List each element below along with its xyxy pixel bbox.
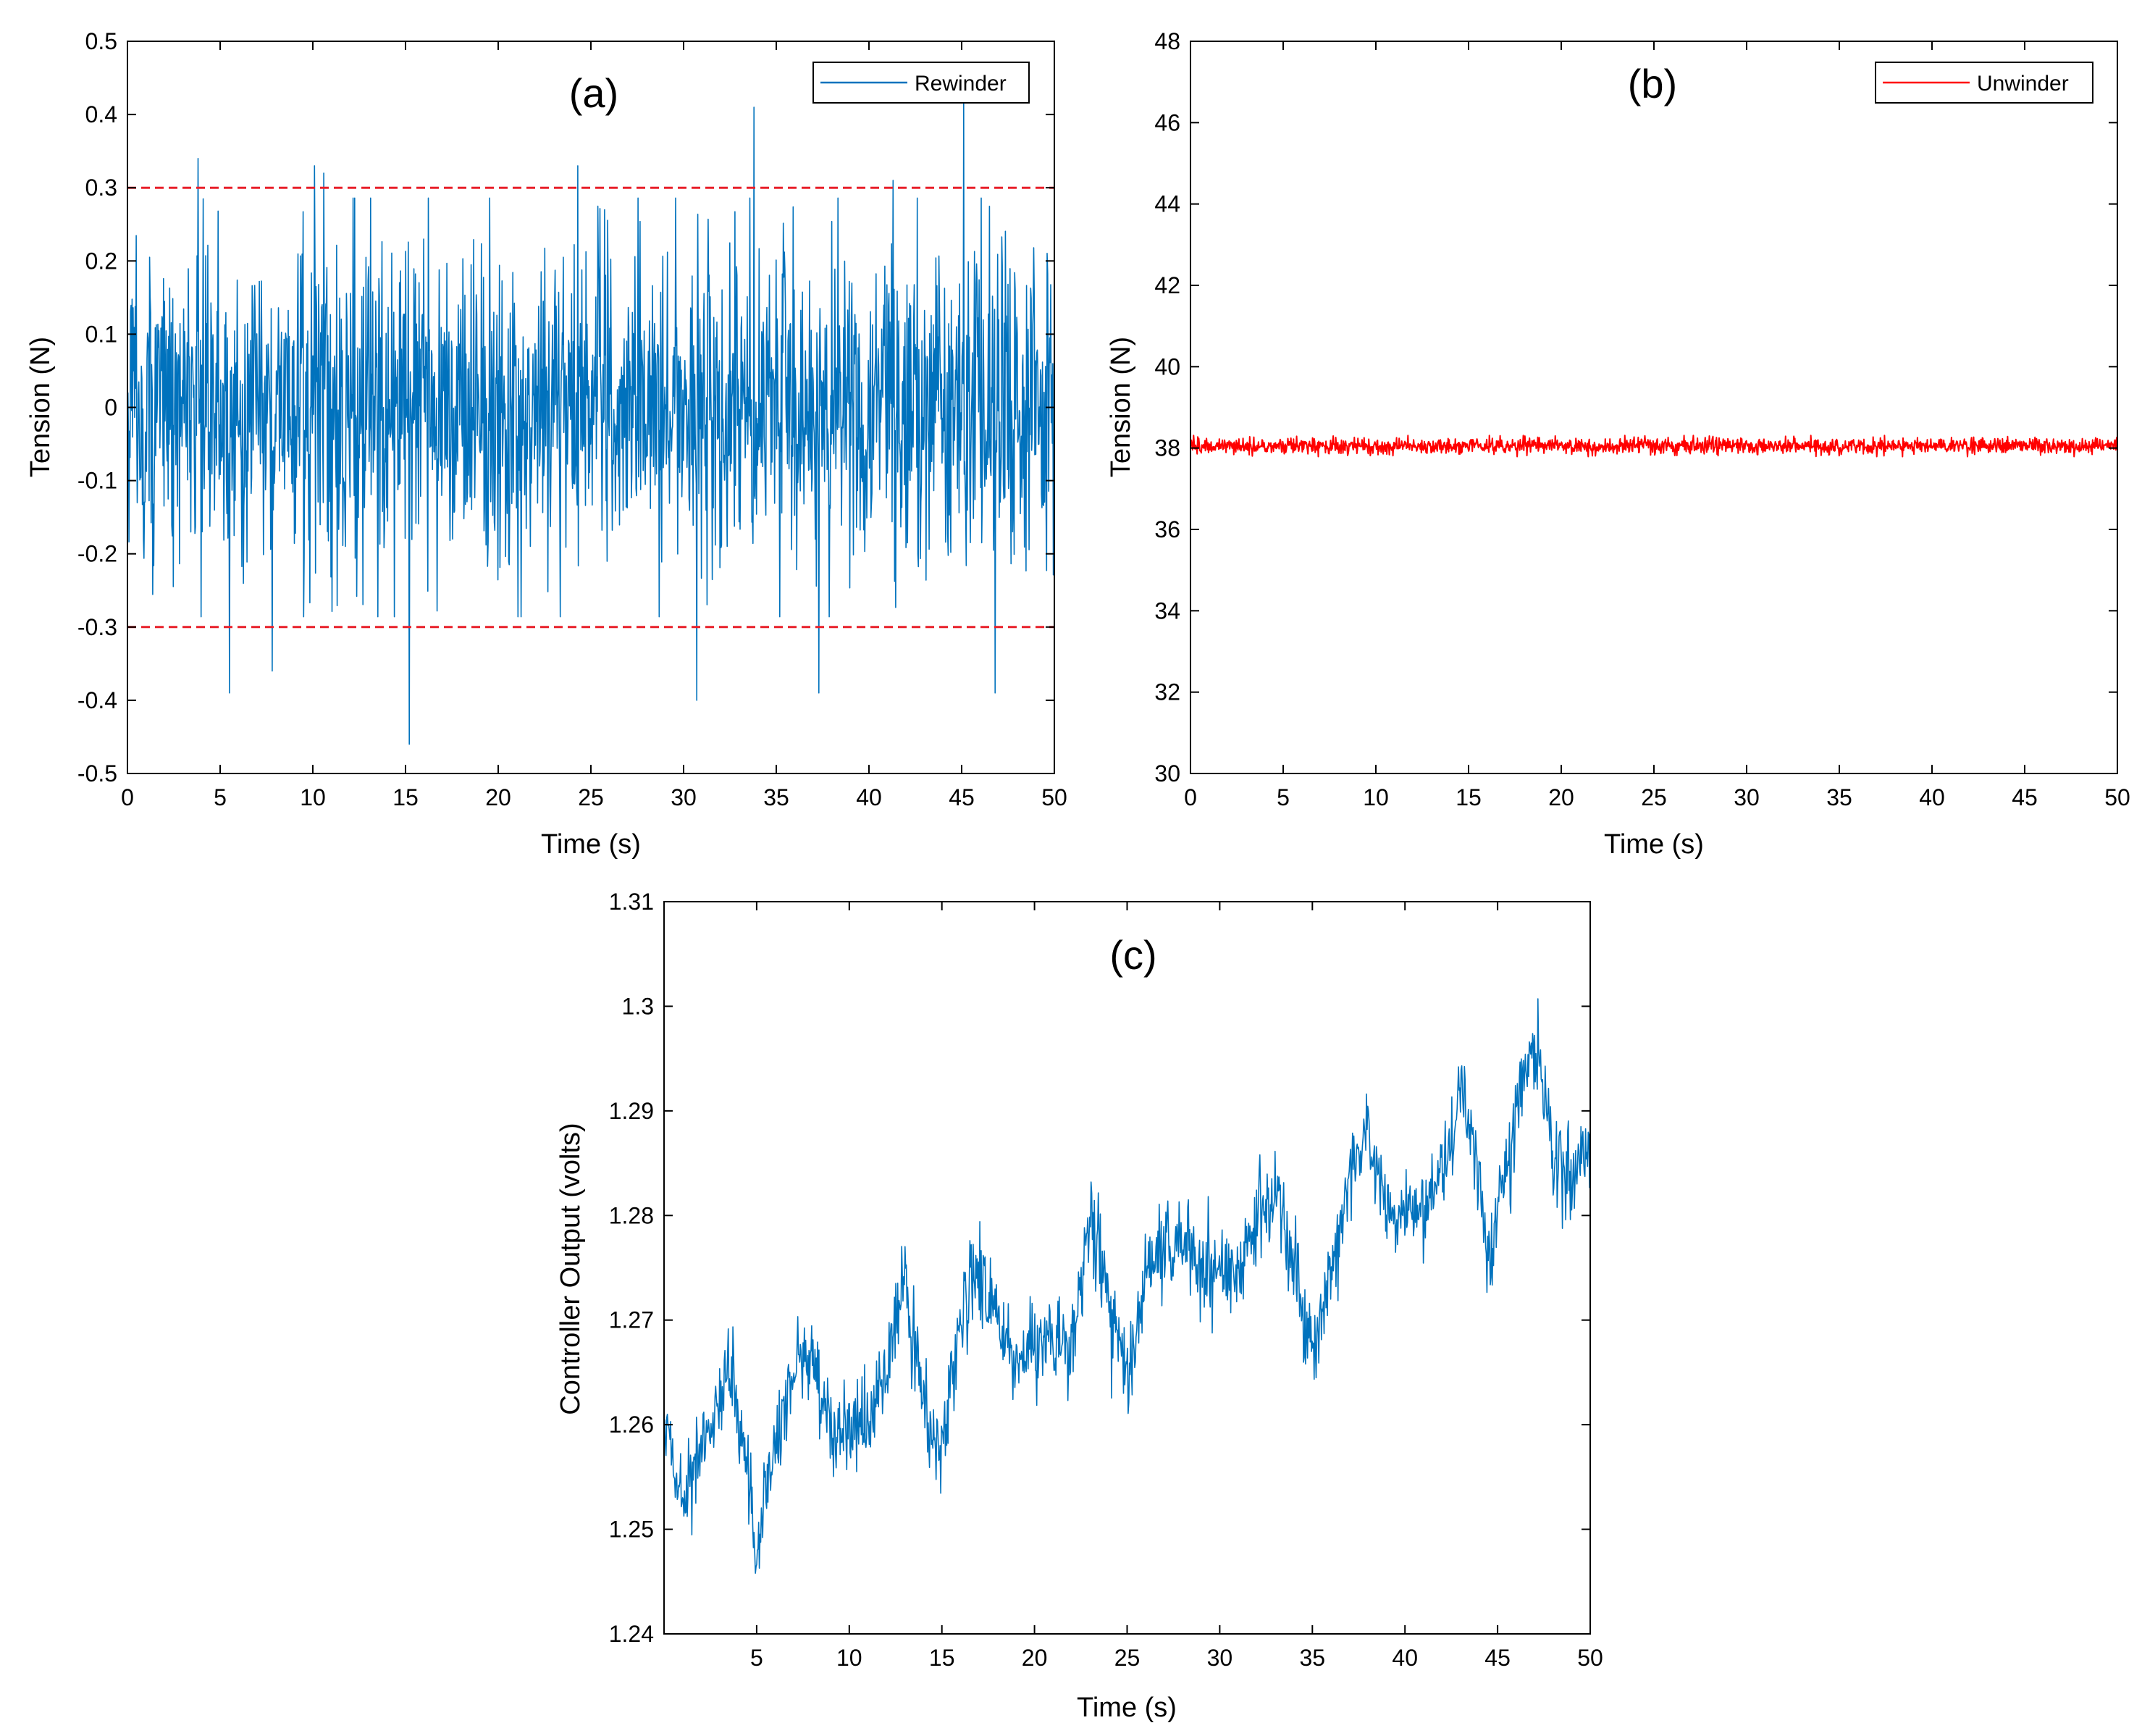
panel-c-chart: 5 10 15 20 25 30 35 40 45 50 1.24 1.25 1.26 1.27 1.28 1… <box>555 889 1603 1723</box>
panel-b-ytick-label: 32 <box>1154 679 1180 705</box>
panel-b-legend: Unwinder <box>1875 62 2093 104</box>
panel-b-xtick-label: 45 <box>2012 784 2038 810</box>
panel-b-xlabel: Time (s) <box>1604 829 1704 860</box>
panel-c-series-controller-output <box>663 998 1591 1574</box>
panel-c-xtick-label: 15 <box>929 1645 955 1671</box>
panel-a-xtick-label: 0 <box>121 784 134 810</box>
panel-c-ytick-label: 1.24 <box>609 1621 654 1647</box>
panel-b-xtick-label: 15 <box>1456 784 1482 810</box>
panel-c-xlabel: Time (s) <box>1077 1693 1177 1723</box>
panel-c-ytick-label: 1.25 <box>609 1517 654 1543</box>
panel-c-xtick-label: 45 <box>1484 1645 1511 1671</box>
panel-a-label: (a) <box>569 70 618 116</box>
panel-c-ytick-label: 1.26 <box>609 1412 654 1438</box>
panel-b-ytick-label: 40 <box>1154 353 1180 380</box>
panel-b-xtick-label: 10 <box>1363 784 1389 810</box>
panel-b-xtick-label: 40 <box>1919 784 1945 810</box>
panel-b-xtick-label: 0 <box>1184 784 1197 810</box>
panel-b-chart: 0 5 10 15 20 25 30 35 40 45 50 30 32 34 36 38 40 42 44 46 48… <box>1106 28 2130 860</box>
panel-a-legend: Rewinder <box>812 62 1030 104</box>
panel-a-legend-label: Rewinder <box>915 72 1007 96</box>
panel-b-ytick-label: 36 <box>1154 516 1180 542</box>
panel-b-series-unwinder <box>1190 435 2118 458</box>
panel-b-ylabel: Tension (N) <box>1106 337 1136 477</box>
panel-a-xtick-label: 5 <box>214 784 227 810</box>
panel-a-xtick-label: 20 <box>485 784 511 810</box>
panel-a-series-rewinder <box>127 99 1055 745</box>
panel-a-xtick-label: 45 <box>949 784 975 810</box>
panel-c-xtick-label: 50 <box>1577 1645 1603 1671</box>
panel-a-series-layer <box>127 99 1055 745</box>
panel-a-xtick-label: 10 <box>300 784 326 810</box>
panel-c-xtick-label: 30 <box>1207 1645 1233 1671</box>
panel-a-xtick-label: 50 <box>1041 784 1067 810</box>
panel-a-xlabel: Time (s) <box>541 829 641 860</box>
panel-b-ytick-label: 30 <box>1154 760 1180 787</box>
panel-a-ytick-label: 0.1 <box>85 321 117 347</box>
panel-b-xtick-label: 50 <box>2104 784 2130 810</box>
panel-b-ytick-label: 48 <box>1154 28 1180 54</box>
panel-a-ytick-label: 0 <box>104 395 117 421</box>
panel-a-ytick-label: -0.2 <box>77 541 117 567</box>
panel-b-ytick-label: 38 <box>1154 435 1180 461</box>
panel-a-ylabel: Tension (N) <box>25 337 56 477</box>
panel-b-ticks: 0 5 10 15 20 25 30 35 40 45 50 30 32 34 36 38 40 42 44 46 48 <box>1154 28 2130 810</box>
panel-a-xtick-label: 40 <box>856 784 882 810</box>
panel-a-ytick-label: 0.3 <box>85 175 117 201</box>
panel-b-legend-label: Unwinder <box>1977 72 2069 96</box>
panel-b-ytick-label: 34 <box>1154 597 1180 624</box>
panel-b-ytick-label: 46 <box>1154 109 1180 135</box>
panel-b-xtick-label: 5 <box>1277 784 1290 810</box>
panel-a-ytick-label: -0.3 <box>77 614 117 640</box>
panel-c-ytick-label: 1.29 <box>609 1098 654 1124</box>
panel-b-xtick-label: 30 <box>1734 784 1760 810</box>
panel-a-ytick-label: 0.2 <box>85 248 117 274</box>
panel-a-ytick-label: -0.4 <box>77 687 117 713</box>
panel-c-label: (c) <box>1109 932 1156 978</box>
panel-c-ytick-label: 1.3 <box>622 993 654 1019</box>
panel-a-ytick-label: 0.4 <box>85 101 117 127</box>
panel-c-series-layer <box>663 998 1591 1574</box>
panel-a-reference-lines <box>127 186 1054 629</box>
panel-c-xtick-label: 35 <box>1300 1645 1326 1671</box>
panel-c-ytick-label: 1.27 <box>609 1307 654 1333</box>
panel-c-xtick-label: 40 <box>1392 1645 1418 1671</box>
panel-c-xtick-label: 25 <box>1114 1645 1141 1671</box>
panel-a-xtick-label: 35 <box>763 784 789 810</box>
panel-a-ytick-label: -0.5 <box>77 760 117 787</box>
panel-a-chart: 0 5 10 15 20 25 30 35 40 45 50 -0.5 -0.4 -0.3 -0.2 -0.1… <box>25 28 1067 860</box>
panel-c-xtick-label: 20 <box>1022 1645 1048 1671</box>
panel-b-series-layer <box>1190 435 2118 458</box>
panel-b-ytick-label: 42 <box>1154 272 1180 298</box>
panel-a-ytick-label: 0.5 <box>85 28 117 54</box>
panel-c-ticks: 5 10 15 20 25 30 35 40 45 50 1.24 1.25 1.26 1.27 1.28 1… <box>609 889 1603 1671</box>
panel-b-xtick-label: 20 <box>1548 784 1574 810</box>
panel-c-xtick-label: 10 <box>836 1645 862 1671</box>
panel-a-xtick-label: 15 <box>392 784 419 810</box>
panel-b-xtick-label: 35 <box>1826 784 1852 810</box>
panel-a-ytick-label: -0.1 <box>77 468 117 494</box>
panel-c-ytick-label: 1.28 <box>609 1202 654 1228</box>
panel-b-xtick-label: 25 <box>1641 784 1667 810</box>
panel-a-xtick-label: 30 <box>671 784 697 810</box>
panel-a-ticks: 0 5 10 15 20 25 30 35 40 45 50 -0.5 -0.4 -0.3 -0.2 -0.1… <box>77 28 1067 810</box>
panel-b-ytick-label: 44 <box>1154 191 1180 217</box>
panel-c-ylabel: Controller Output (volts) <box>555 1123 586 1414</box>
panel-c-ytick-label: 1.31 <box>609 889 654 915</box>
panel-b-label: (b) <box>1628 61 1677 106</box>
panel-c-xtick-label: 5 <box>750 1645 763 1671</box>
panel-a-xtick-label: 25 <box>578 784 604 810</box>
